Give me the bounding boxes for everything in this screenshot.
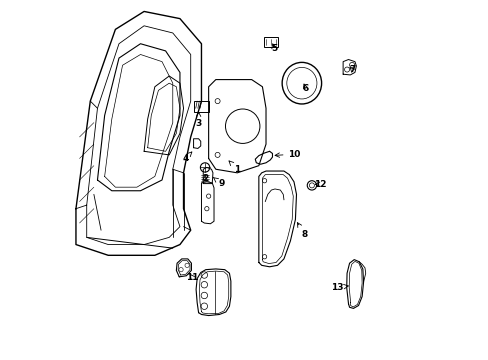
Text: 8: 8 [297,222,307,239]
Text: 11: 11 [186,273,198,282]
Text: 4: 4 [182,152,191,163]
Text: 2: 2 [202,174,208,183]
Text: 1: 1 [228,161,240,174]
Text: 6: 6 [302,84,308,93]
Text: 9: 9 [213,177,224,188]
Bar [264,37,277,47]
Text: 13: 13 [331,283,347,292]
Text: 12: 12 [313,180,325,189]
Text: 10: 10 [275,150,300,159]
Text: 7: 7 [348,65,355,74]
Text: 5: 5 [270,44,277,53]
Bar [194,101,208,112]
Text: 3: 3 [195,112,202,128]
